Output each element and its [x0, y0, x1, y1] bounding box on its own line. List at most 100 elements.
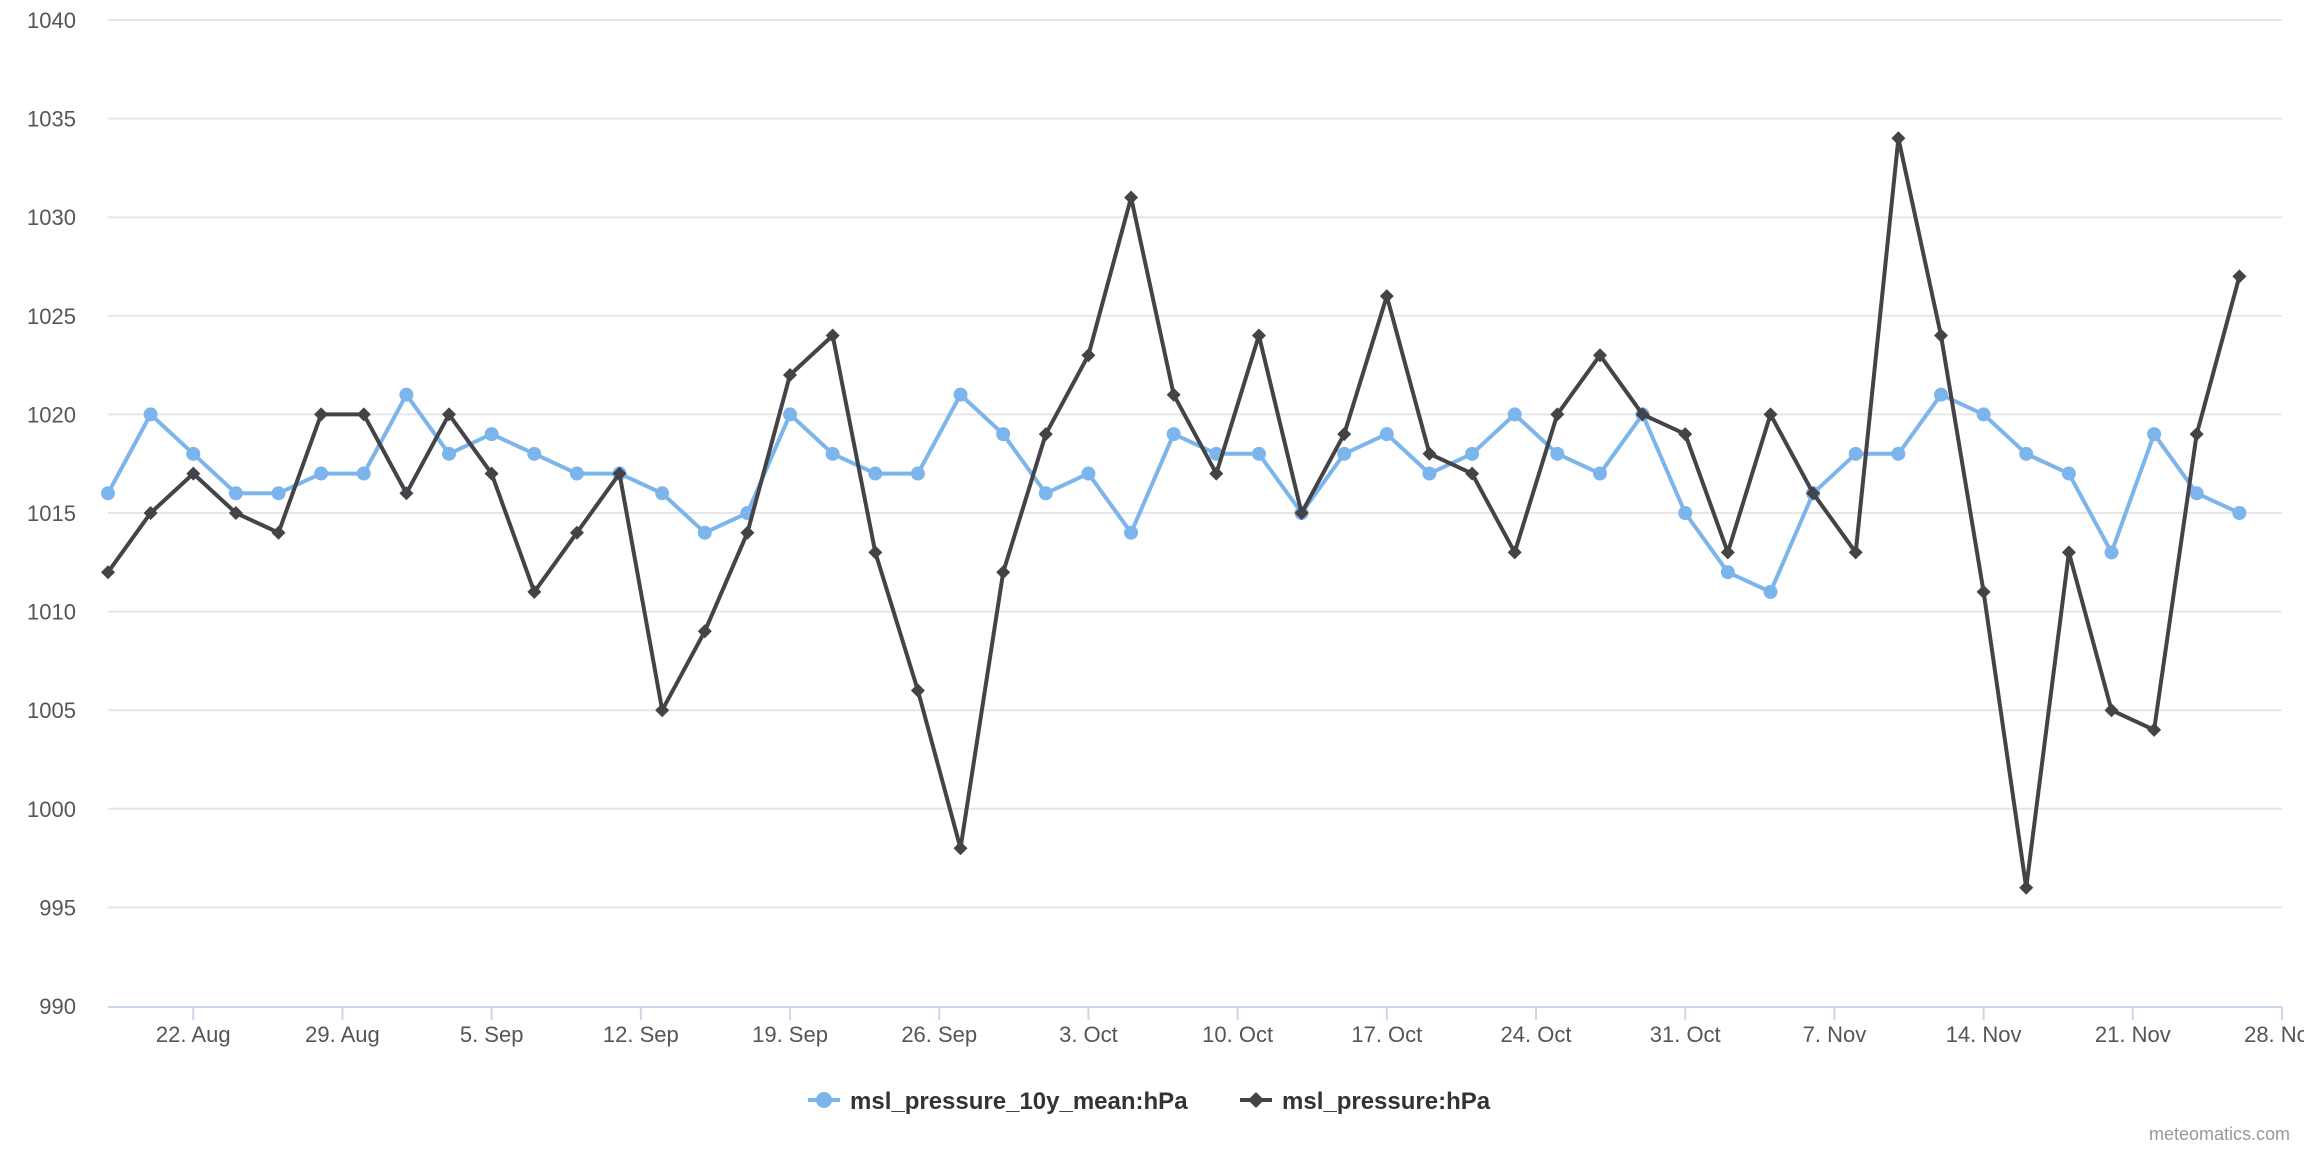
data-point[interactable] — [1251, 328, 1266, 343]
data-point[interactable] — [910, 466, 925, 481]
data-point[interactable] — [527, 584, 542, 599]
series-0[interactable] — [101, 387, 2247, 599]
data-point[interactable] — [1081, 466, 1096, 481]
data-point[interactable] — [569, 525, 584, 540]
data-point[interactable] — [101, 565, 115, 580]
data-point[interactable] — [2061, 466, 2076, 481]
legend-item[interactable]: msl_pressure_10y_mean:hPa — [808, 1088, 1188, 1115]
data-point[interactable] — [143, 506, 158, 520]
data-point[interactable] — [1891, 446, 1906, 461]
data-point[interactable] — [655, 486, 670, 501]
data-point[interactable] — [1422, 446, 1437, 461]
data-point[interactable] — [1337, 427, 1352, 442]
data-point[interactable] — [2232, 506, 2247, 520]
data-point[interactable] — [996, 565, 1011, 580]
data-point[interactable] — [484, 427, 499, 442]
data-point[interactable] — [1251, 446, 1266, 461]
data-point[interactable] — [953, 387, 968, 402]
data-point[interactable] — [399, 387, 414, 402]
data-point[interactable] — [271, 525, 286, 540]
data-point[interactable] — [2061, 545, 2076, 560]
data-point[interactable] — [1379, 289, 1394, 304]
data-point[interactable] — [1763, 407, 1778, 422]
data-point[interactable] — [1763, 584, 1778, 599]
data-point[interactable] — [228, 486, 243, 501]
data-point[interactable] — [1678, 506, 1693, 520]
data-point[interactable] — [2104, 545, 2119, 560]
data-point[interactable] — [2189, 427, 2204, 442]
data-point[interactable] — [1166, 387, 1181, 402]
series-line[interactable] — [106, 392, 2242, 594]
data-point[interactable] — [740, 525, 755, 540]
data-point[interactable] — [953, 841, 968, 856]
data-point[interactable] — [1934, 328, 1948, 343]
data-point[interactable] — [356, 407, 371, 422]
data-point[interactable] — [484, 466, 499, 481]
data-point[interactable] — [314, 407, 329, 422]
data-point[interactable] — [612, 466, 627, 481]
data-point[interactable] — [2147, 722, 2162, 737]
data-point[interactable] — [783, 407, 798, 422]
data-point[interactable] — [186, 466, 201, 481]
data-point[interactable] — [1081, 348, 1096, 363]
data-point[interactable] — [1422, 466, 1437, 481]
data-point[interactable] — [1166, 427, 1181, 442]
data-point[interactable] — [143, 407, 158, 422]
data-point[interactable] — [1465, 446, 1480, 461]
data-point[interactable] — [1038, 427, 1053, 442]
data-point[interactable] — [1550, 407, 1565, 422]
data-point[interactable] — [314, 466, 329, 481]
data-point[interactable] — [910, 683, 925, 698]
data-point[interactable] — [1507, 545, 1522, 560]
data-point[interactable] — [1678, 427, 1693, 442]
data-point[interactable] — [1124, 190, 1139, 205]
data-point[interactable] — [996, 427, 1011, 442]
data-point[interactable] — [825, 328, 840, 343]
data-point[interactable] — [1635, 407, 1650, 422]
data-point[interactable] — [399, 486, 414, 501]
data-point[interactable] — [442, 446, 457, 461]
data-point[interactable] — [101, 486, 115, 501]
data-point[interactable] — [1337, 446, 1352, 461]
data-point[interactable] — [186, 446, 201, 461]
data-point[interactable] — [1720, 545, 1735, 560]
data-point[interactable] — [1124, 525, 1139, 540]
data-point[interactable] — [1465, 466, 1480, 481]
data-point[interactable] — [1593, 348, 1607, 363]
data-point[interactable] — [356, 466, 371, 481]
data-point[interactable] — [1038, 486, 1053, 501]
credit-label[interactable]: meteomatics.com — [2149, 1124, 2290, 1144]
data-point[interactable] — [697, 624, 712, 639]
data-point[interactable] — [783, 368, 797, 382]
data-point[interactable] — [1294, 506, 1309, 520]
data-point[interactable] — [868, 466, 883, 481]
data-point[interactable] — [1550, 446, 1565, 461]
data-point[interactable] — [2104, 703, 2119, 718]
data-point[interactable] — [868, 545, 883, 560]
data-point[interactable] — [271, 486, 286, 501]
data-point[interactable] — [2232, 269, 2247, 284]
data-point[interactable] — [1209, 466, 1224, 481]
data-point[interactable] — [2189, 486, 2204, 501]
data-point[interactable] — [1976, 584, 1991, 599]
data-point[interactable] — [2019, 446, 2034, 461]
data-point[interactable] — [1848, 446, 1863, 461]
data-point[interactable] — [228, 506, 243, 520]
data-point[interactable] — [697, 525, 712, 540]
data-point[interactable] — [527, 446, 542, 461]
data-point[interactable] — [655, 703, 670, 718]
data-point[interactable] — [442, 407, 456, 422]
data-point[interactable] — [1720, 565, 1735, 580]
data-point[interactable] — [825, 446, 840, 461]
data-point[interactable] — [1806, 486, 1821, 501]
legend-item[interactable]: msl_pressure:hPa — [1240, 1088, 1491, 1115]
data-point[interactable] — [1507, 407, 1522, 422]
data-point[interactable] — [569, 466, 584, 481]
data-point[interactable] — [1379, 427, 1394, 442]
data-point[interactable] — [1933, 387, 1948, 402]
data-point[interactable] — [1592, 466, 1607, 481]
data-point[interactable] — [1848, 545, 1863, 560]
series-1[interactable] — [101, 131, 2247, 895]
data-point[interactable] — [1976, 407, 1991, 422]
data-point[interactable] — [2019, 880, 2034, 895]
